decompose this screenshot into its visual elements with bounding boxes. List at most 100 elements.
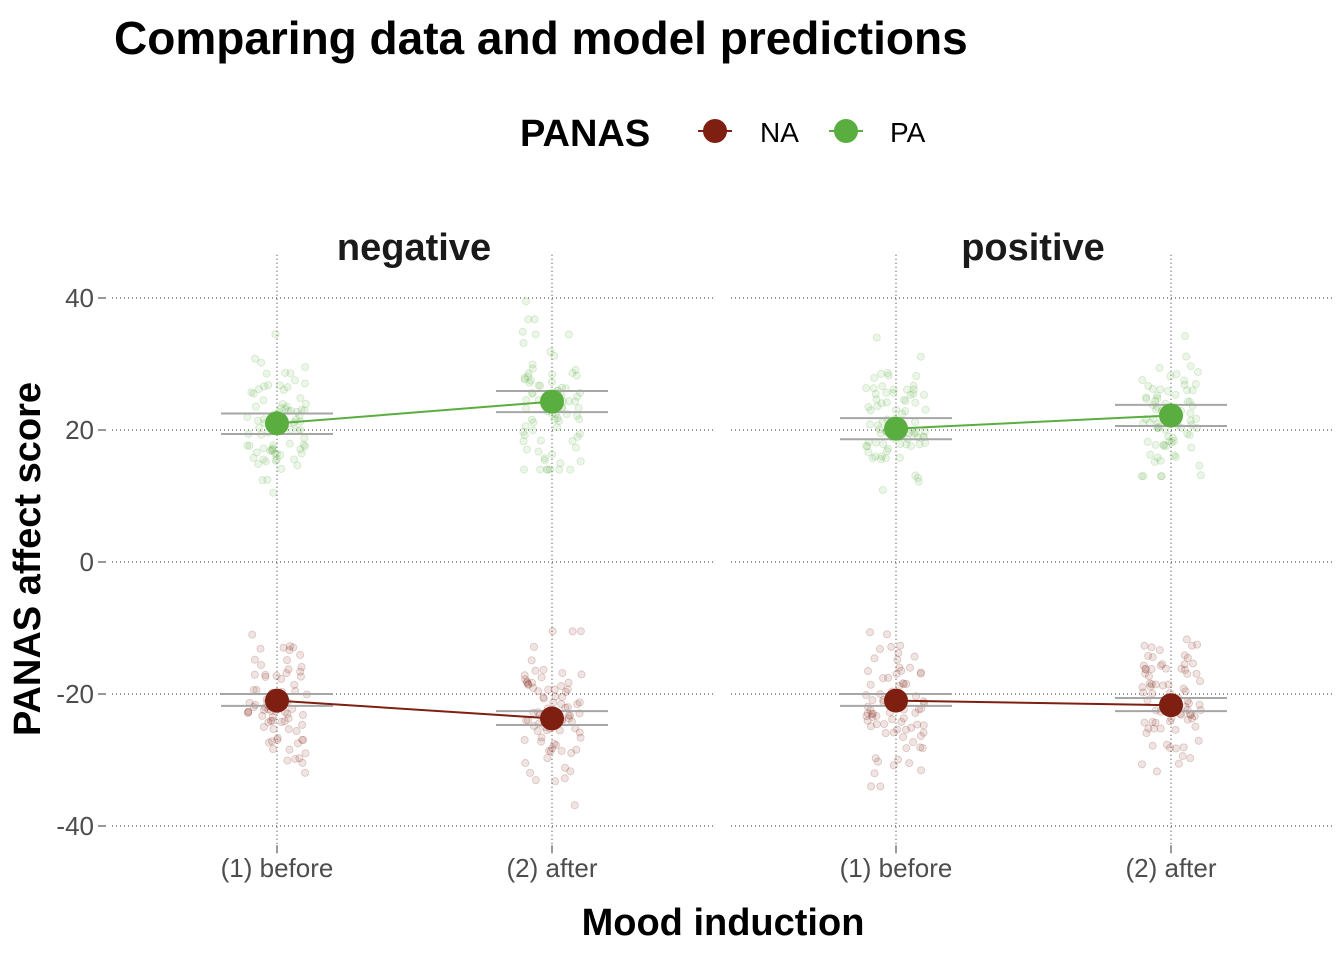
raw-data-point — [1142, 729, 1151, 738]
series-pa-negative — [221, 297, 608, 497]
raw-data-point — [259, 723, 268, 732]
raw-data-point — [1139, 661, 1148, 670]
raw-data-point — [872, 720, 881, 729]
raw-data-point — [1146, 450, 1155, 459]
raw-data-point — [248, 630, 257, 639]
raw-data-point — [919, 728, 928, 737]
raw-data-point — [1166, 372, 1175, 381]
raw-data-point — [299, 735, 308, 744]
raw-data-point — [1138, 376, 1147, 385]
raw-data-point — [298, 735, 307, 744]
raw-data-point — [290, 376, 299, 385]
raw-data-point — [911, 708, 920, 717]
raw-data-point — [863, 716, 872, 725]
raw-data-point — [297, 663, 306, 672]
raw-data-point — [1178, 752, 1187, 761]
raw-data-point — [869, 384, 878, 393]
raw-data-point — [1166, 717, 1175, 726]
raw-data-point — [268, 713, 277, 722]
raw-data-point — [905, 759, 914, 768]
raw-data-point — [877, 452, 886, 461]
raw-data-point — [537, 733, 546, 742]
raw-data-point — [1147, 643, 1156, 652]
raw-data-point — [243, 709, 252, 718]
raw-data-point — [862, 691, 871, 700]
raw-data-point — [282, 669, 291, 678]
raw-data-point — [883, 368, 892, 377]
raw-data-point — [870, 373, 879, 382]
raw-data-point — [1172, 370, 1181, 379]
raw-data-point — [550, 739, 559, 748]
raw-data-point — [1144, 651, 1153, 660]
raw-data-point — [1180, 651, 1189, 660]
raw-data-point — [576, 627, 585, 636]
raw-data-point — [545, 746, 554, 755]
raw-data-point — [259, 455, 268, 464]
raw-data-point — [918, 744, 927, 753]
raw-data-point — [1151, 718, 1160, 727]
raw-data-point — [563, 685, 572, 694]
raw-data-point — [518, 327, 527, 336]
raw-data-point — [1161, 664, 1170, 673]
raw-data-point — [275, 381, 284, 390]
raw-data-point — [895, 663, 904, 672]
raw-data-point — [873, 402, 882, 411]
raw-data-point — [564, 678, 573, 687]
raw-data-point — [525, 378, 534, 387]
raw-data-point — [1157, 472, 1166, 481]
raw-data-point — [251, 354, 260, 363]
raw-data-point — [1180, 376, 1189, 385]
raw-data-point — [520, 671, 529, 680]
raw-data-point — [278, 400, 287, 409]
raw-data-point — [271, 449, 280, 458]
raw-data-point — [284, 665, 293, 674]
raw-data-point — [1147, 665, 1156, 674]
raw-data-point — [920, 390, 929, 399]
mean-point — [265, 688, 289, 713]
raw-data-point — [259, 444, 268, 453]
raw-data-point — [548, 744, 557, 753]
mean-point — [1159, 693, 1183, 718]
raw-data-point — [269, 725, 278, 734]
raw-data-point — [1151, 680, 1160, 689]
raw-data-point — [1148, 384, 1157, 393]
raw-data-point — [893, 725, 902, 734]
series-line — [895, 414, 1172, 430]
raw-data-point — [864, 402, 873, 411]
raw-data-point — [909, 389, 918, 398]
raw-data-point — [546, 465, 555, 474]
raw-data-point — [574, 404, 583, 413]
raw-data-point — [282, 402, 291, 411]
raw-data-point — [561, 687, 570, 696]
raw-data-point — [281, 404, 290, 413]
raw-data-point — [528, 678, 537, 687]
raw-data-point — [269, 745, 278, 754]
raw-data-point — [887, 642, 896, 651]
raw-data-point — [892, 669, 901, 678]
raw-data-point — [902, 679, 911, 688]
raw-data-point — [566, 465, 575, 474]
raw-data-point — [864, 448, 873, 457]
raw-data-point — [537, 673, 546, 682]
raw-data-point — [868, 713, 877, 722]
raw-data-point — [1162, 740, 1171, 749]
raw-data-point — [561, 763, 570, 772]
raw-data-point — [1140, 718, 1149, 727]
raw-data-point — [1185, 431, 1194, 440]
raw-data-point — [921, 405, 930, 414]
raw-data-point — [1158, 681, 1167, 690]
raw-data-point — [285, 439, 294, 448]
raw-data-point — [576, 457, 585, 466]
raw-data-point — [914, 477, 923, 486]
raw-data-point — [909, 385, 918, 394]
raw-data-point — [1188, 386, 1197, 395]
raw-data-point — [550, 351, 559, 360]
series-line — [895, 699, 1172, 707]
facet-label-positive: positive — [961, 227, 1105, 269]
raw-data-point — [876, 429, 885, 438]
raw-data-point — [894, 648, 903, 657]
raw-data-point — [571, 397, 580, 406]
raw-data-point — [301, 399, 310, 408]
raw-data-point — [905, 663, 914, 672]
